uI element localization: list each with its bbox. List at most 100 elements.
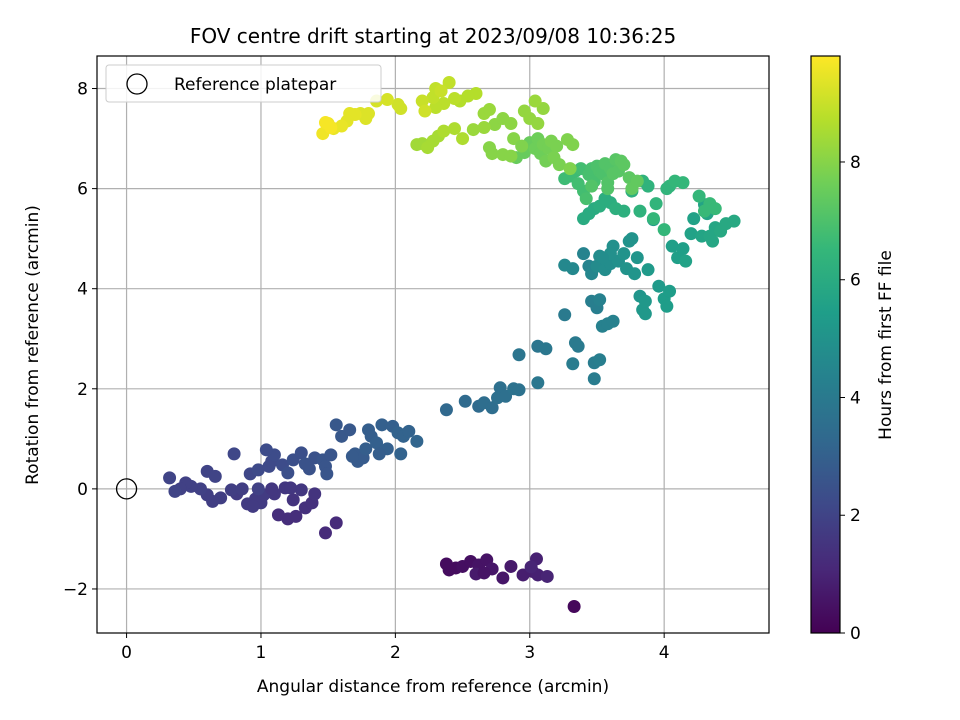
data-point [692,189,706,203]
data-point [641,179,655,193]
data-point [496,571,510,585]
x-tick-label: 3 [524,643,535,663]
data-point [372,447,386,461]
data-point [418,104,432,118]
data-point [593,353,607,367]
data-point [638,294,652,308]
data-point [630,251,644,265]
data-point [477,121,491,135]
data-point [235,482,249,496]
data-point [391,98,405,112]
data-point [163,471,177,485]
data-point [345,449,359,463]
data-point [410,434,424,448]
data-point [566,357,580,371]
data-point [265,482,279,496]
data-point [515,139,529,153]
data-point [442,563,456,577]
colorbar-ticks: 0 2 4 6 8 [840,153,861,644]
data-point [434,84,448,98]
data-point [638,307,652,321]
data-point [429,101,443,115]
data-point [359,442,373,456]
data-point [485,401,499,415]
data-point [456,132,470,146]
data-point [595,251,609,265]
data-point [259,443,273,457]
data-point [402,424,416,438]
data-point [168,484,182,498]
x-tick-label: 1 [256,643,267,663]
data-point [448,122,462,136]
data-point [687,212,701,226]
data-points [163,76,741,613]
data-point [227,447,241,461]
data-point [294,446,308,460]
y-tick-label: 2 [77,380,88,400]
data-point [284,481,298,495]
data-point [630,174,644,188]
data-point [512,348,526,362]
data-point [676,242,690,256]
data-point [329,516,343,530]
y-tick-label: 8 [77,80,88,100]
data-point [649,197,663,211]
data-point [550,139,564,153]
data-point [593,293,607,307]
data-point [415,94,429,108]
x-axis-ticks: 0 1 2 3 4 [121,633,670,663]
data-point [485,147,499,161]
colorbar: 0 2 4 6 8 Hours from first FF file [810,55,896,644]
data-point [442,76,456,90]
data-point [641,263,655,277]
colorbar-tick-label: 6 [850,271,861,291]
data-point [706,234,720,248]
data-point [477,566,491,580]
colorbar-gradient [810,55,841,634]
data-point [566,262,580,276]
data-point [380,93,394,107]
data-point [458,394,472,408]
data-point [571,339,585,353]
x-axis-label: Angular distance from reference (arcmin) [257,677,609,697]
data-point [601,182,615,196]
data-point [617,247,631,261]
colorbar-tick-label: 8 [850,153,861,173]
x-tick-label: 2 [390,643,401,663]
y-tick-label: 6 [77,180,88,200]
y-axis-label: Rotation from reference (arcmin) [23,205,43,485]
data-point [512,383,526,397]
data-point [437,124,451,138]
colorbar-tick-label: 2 [850,506,861,526]
data-point [566,138,580,152]
data-point [558,308,572,322]
data-point [625,232,639,246]
data-point [448,92,462,106]
data-point [524,560,538,574]
data-point [665,239,679,253]
data-point [585,179,599,193]
data-point [289,509,303,523]
data-point [439,403,453,417]
data-point [375,418,389,432]
data-point [531,117,545,131]
data-point [708,202,722,216]
data-point [308,487,322,501]
data-point [679,254,693,268]
data-point [324,448,338,462]
data-point [663,284,677,298]
data-point [539,342,553,356]
data-point [208,469,222,483]
data-point [528,94,542,108]
legend-box [105,64,382,103]
data-point [684,227,698,241]
y-tick-label: 4 [77,280,88,300]
plot-frame [96,55,770,634]
data-point [563,162,577,176]
data-point [628,267,642,281]
legend-reference-marker [126,73,148,95]
data-point [251,482,265,496]
data-point [727,214,741,228]
data-point [329,418,343,432]
